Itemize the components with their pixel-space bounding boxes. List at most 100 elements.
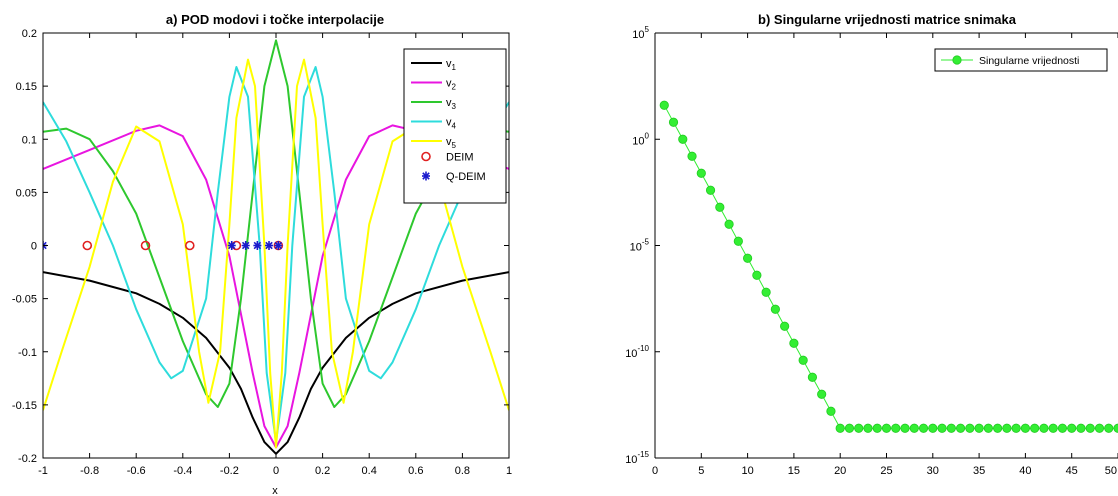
x-tick-label: 15: [788, 465, 800, 477]
singular-value-point: [715, 202, 725, 212]
legend-label: v5: [446, 136, 457, 150]
y-tick-label: 105: [632, 25, 649, 41]
singular-value-point: [1002, 423, 1012, 433]
legend-swatch: [421, 151, 431, 162]
x-tick-label: 0.8: [455, 465, 470, 477]
singular-value-point: [1076, 423, 1086, 433]
x-tick-label: 0.4: [362, 465, 377, 477]
chart-a-title: a) POD modovi i točke interpolacije: [166, 12, 384, 27]
y-tick-label: -0.15: [12, 400, 37, 412]
x-tick-label: 35: [973, 465, 985, 477]
y-tick-label: -0.05: [12, 294, 37, 306]
legend-label: v1: [446, 58, 457, 72]
singular-value-point: [1011, 423, 1021, 433]
singular-value-point: [900, 423, 910, 433]
singular-value-point: [955, 423, 966, 433]
q-deim-point: [274, 241, 283, 250]
x-tick-label: 10: [741, 465, 753, 477]
chart-a: a) POD modovi i točke interpolacije -1 -0…: [12, 12, 512, 496]
singular-value-point: [854, 423, 864, 433]
singular-value-point: [1094, 423, 1105, 433]
x-tick-label: 5: [698, 465, 704, 477]
y-tick-label: 0.2: [22, 28, 37, 40]
y-tick-label: -0.1: [18, 347, 37, 359]
singular-value-point: [1057, 423, 1068, 433]
y-tick-label: 10-5: [630, 238, 650, 254]
legend-label: v3: [446, 97, 457, 111]
singular-value-point: [1030, 423, 1040, 433]
chart-a-legend: v1 v2 v3 v4 v5 DEIM Q-DEIM: [403, 48, 507, 204]
singular-value-point: [780, 321, 790, 331]
series-v1-line: [43, 271, 509, 455]
x-tick-label: 30: [927, 465, 939, 477]
singular-value-point: [1113, 423, 1118, 433]
singular-value-point: [752, 270, 762, 280]
x-tick-label: 0.6: [408, 465, 423, 477]
x-tick-label: 40: [1019, 465, 1031, 477]
singular-value-point: [974, 423, 984, 433]
x-tick-label: 0.2: [315, 465, 330, 477]
chart-b-legend: Singularne vrijednosti: [934, 48, 1108, 72]
chart-a-axes: -1 -0.8 -0.6 -0.4 -0.2 0 0.2 0.4 0.6 0.8 1 -0.2 -0.1…: [12, 28, 512, 477]
singular-value-point: [872, 423, 882, 433]
chart-a-plot-area: [43, 39, 509, 455]
chart-b-title: b) Singularne vrijednosti matrice snimak…: [758, 12, 1017, 27]
x-tick-label: -0.8: [80, 465, 99, 477]
singular-value-point: [724, 219, 734, 229]
singular-value-point: [678, 134, 688, 144]
q-deim-point: [227, 241, 236, 250]
singular-value-point: [918, 423, 929, 433]
singular-value-point: [928, 423, 938, 433]
legend-swatch: [422, 171, 430, 181]
y-tick-label: -0.2: [18, 453, 37, 465]
singular-value-point: [733, 236, 743, 246]
y-tick-label: 0.1: [22, 134, 37, 146]
series-v5-line: [43, 58, 509, 449]
q-deim-point: [241, 241, 250, 250]
singular-value-point: [696, 168, 706, 178]
singular-value-point: [909, 423, 919, 433]
deim-point: [82, 240, 93, 251]
x-tick-label: -0.6: [127, 465, 146, 477]
singular-value-point: [705, 185, 716, 195]
singular-value-point: [1085, 423, 1095, 433]
chart-a-x-axis-label: x: [272, 485, 278, 496]
y-tick-label: 10-10: [625, 344, 649, 360]
singular-value-point: [891, 423, 901, 433]
x-tick-label: 20: [834, 465, 846, 477]
singular-value-point: [835, 423, 845, 433]
chart-b-axes: 0 5 10 15 20 25 30 35 40 45 50 10-15 10-10 10-5 100 105: [625, 25, 1118, 477]
x-tick-label: 0: [652, 465, 658, 477]
y-tick-label: 0.15: [16, 81, 37, 93]
x-tick-label: 45: [1066, 465, 1078, 477]
singular-value-point: [983, 423, 993, 433]
singular-value-point: [1039, 423, 1049, 433]
chart-b-legend-box: [934, 48, 1108, 72]
chart-b: b) Singularne vrijednosti matrice snimak…: [625, 12, 1118, 477]
x-tick-label: 1: [506, 465, 512, 477]
singular-value-point: [863, 423, 873, 433]
series-v3-line: [43, 39, 509, 408]
legend-label: DEIM: [446, 152, 474, 164]
legend-label: v4: [446, 117, 457, 131]
deim-point: [140, 240, 151, 251]
singular-value-point: [937, 423, 947, 433]
singular-value-point: [965, 423, 975, 433]
x-tick-label: 50: [1105, 465, 1117, 477]
y-tick-label: 0: [31, 241, 37, 253]
singular-value-point: [993, 423, 1003, 433]
singular-value-point: [761, 287, 771, 297]
x-tick-label: 25: [880, 465, 892, 477]
singular-value-point: [770, 304, 780, 314]
singular-value-point: [1048, 423, 1058, 433]
singular-values-line: [663, 104, 1118, 429]
q-deim-point: [253, 241, 262, 250]
y-tick-label: 100: [632, 131, 649, 147]
chart-b-plot-area: [659, 100, 1118, 433]
singular-value-point: [844, 423, 855, 433]
singular-value-point: [668, 117, 679, 127]
x-tick-label: 0: [273, 465, 279, 477]
singular-value-point: [659, 100, 669, 110]
singular-value-point: [798, 355, 808, 365]
